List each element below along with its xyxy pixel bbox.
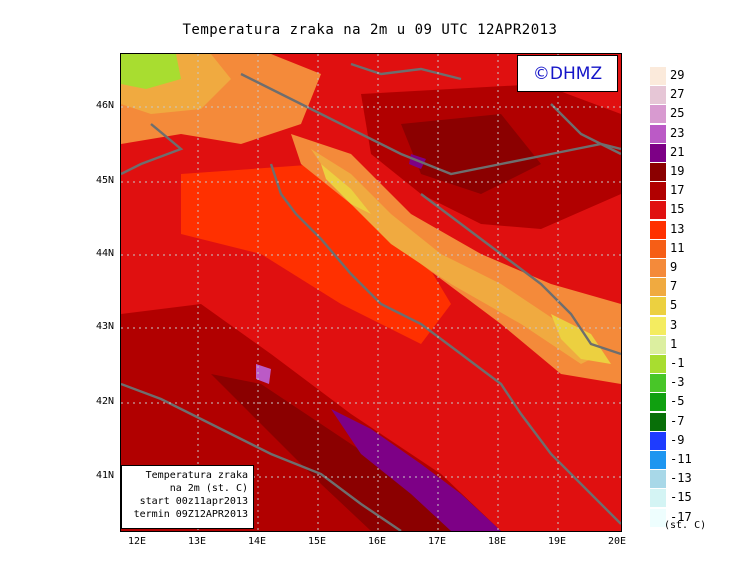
legend-label: 1 — [670, 336, 678, 351]
legend-label: 17 — [670, 183, 685, 198]
lat-label-44: 44N — [95, 248, 114, 259]
coastlines — [121, 62, 621, 531]
info-line-3: start 00z11apr2013 — [139, 496, 248, 507]
legend-swatch — [650, 220, 666, 239]
legend-swatch — [650, 355, 666, 373]
legend-swatch — [650, 124, 666, 143]
info-line-2: na 2m (st. C) — [169, 483, 248, 494]
legend-swatch — [650, 374, 666, 393]
lat-label-46: 46N — [95, 100, 114, 111]
map-canvas — [121, 54, 621, 531]
legend-swatch — [650, 412, 666, 431]
legend-label: -7 — [670, 413, 685, 428]
legend-swatch — [650, 105, 666, 124]
legend-label: -15 — [670, 490, 692, 505]
legend-label: -9 — [670, 432, 685, 447]
lat-label-43: 43N — [95, 321, 114, 332]
lon-label-15: 15E — [307, 536, 327, 547]
lon-label-12: 12E — [127, 536, 147, 547]
legend-label: 27 — [670, 87, 685, 102]
temp-field-dinaric2 — [311, 149, 601, 364]
temp-field-sea — [181, 164, 451, 344]
legend-swatch — [650, 393, 666, 412]
lat-label-41: 41N — [95, 470, 114, 481]
legend-swatch — [650, 278, 666, 297]
legend-swatch — [650, 143, 666, 162]
legend-label: 21 — [670, 144, 685, 159]
legend-label: -13 — [670, 471, 692, 486]
legend-label: -11 — [670, 452, 692, 466]
legend-swatch — [650, 316, 666, 335]
legend-label: 11 — [670, 240, 685, 255]
legend-label: -3 — [670, 375, 685, 390]
temp-hot-patch-1 — [256, 364, 271, 384]
legend-swatch — [650, 470, 666, 489]
legend-swatch — [650, 259, 666, 277]
info-line-1: Temperatura zraka — [145, 470, 248, 481]
legend-swatch — [650, 239, 666, 258]
legend-swatch — [650, 67, 666, 85]
legend-label: 7 — [670, 279, 678, 294]
legend-unit: (st. C) — [664, 520, 707, 531]
temp-field-apulia — [211, 374, 461, 531]
temp-hot-purple-south — [331, 409, 501, 531]
lon-label-18: 18E — [487, 536, 507, 547]
legend-swatch — [650, 182, 666, 201]
legend-swatch — [650, 489, 666, 508]
legend-swatch — [650, 201, 666, 220]
legend-label: 9 — [670, 260, 678, 274]
temp-field-nw-cold — [121, 54, 181, 89]
legend-label: 19 — [670, 164, 685, 178]
legend-swatch — [650, 508, 666, 527]
temp-field-velebit — [321, 164, 371, 214]
legend-label: 15 — [670, 202, 685, 217]
legend-label: 5 — [670, 298, 678, 313]
legend-label: -17 — [670, 509, 692, 524]
temp-field-core — [401, 114, 541, 194]
legend-label: 13 — [670, 221, 685, 236]
temperature-map — [120, 53, 622, 532]
map-title: Temperatura zraka na 2m u 09 UTC 12APR20… — [182, 22, 558, 38]
temp-field-sarplanina — [551, 314, 611, 364]
legend-label: 23 — [670, 125, 685, 140]
lat-label-45: 45N — [95, 175, 114, 186]
lat-label-42: 42N — [95, 396, 114, 407]
legend-swatch — [650, 431, 666, 450]
lon-label-16: 16E — [367, 536, 387, 547]
legend-label: 29 — [670, 68, 685, 82]
legend-swatch — [650, 297, 666, 316]
legend-label: -5 — [670, 394, 685, 409]
info-line-4: termin 09Z12APR2013 — [133, 509, 248, 520]
lon-label-20: 20E — [607, 536, 627, 547]
lon-label-14: 14E — [247, 536, 267, 547]
info-box: Temperatura zraka na 2m (st. C) start 00… — [121, 465, 254, 529]
legend-swatch — [650, 335, 666, 354]
graticule — [121, 54, 621, 531]
lon-label-19: 19E — [547, 536, 567, 547]
legend-swatch — [650, 451, 666, 469]
dhmz-logo: ©DHMZ — [517, 55, 618, 92]
legend-swatch — [650, 163, 666, 181]
lon-label-13: 13E — [187, 536, 207, 547]
legend-swatch — [650, 86, 666, 105]
lon-label-17: 17E — [427, 536, 447, 547]
legend-label: 25 — [670, 106, 685, 121]
legend-label: -1 — [670, 356, 685, 370]
legend-label: 3 — [670, 317, 678, 332]
